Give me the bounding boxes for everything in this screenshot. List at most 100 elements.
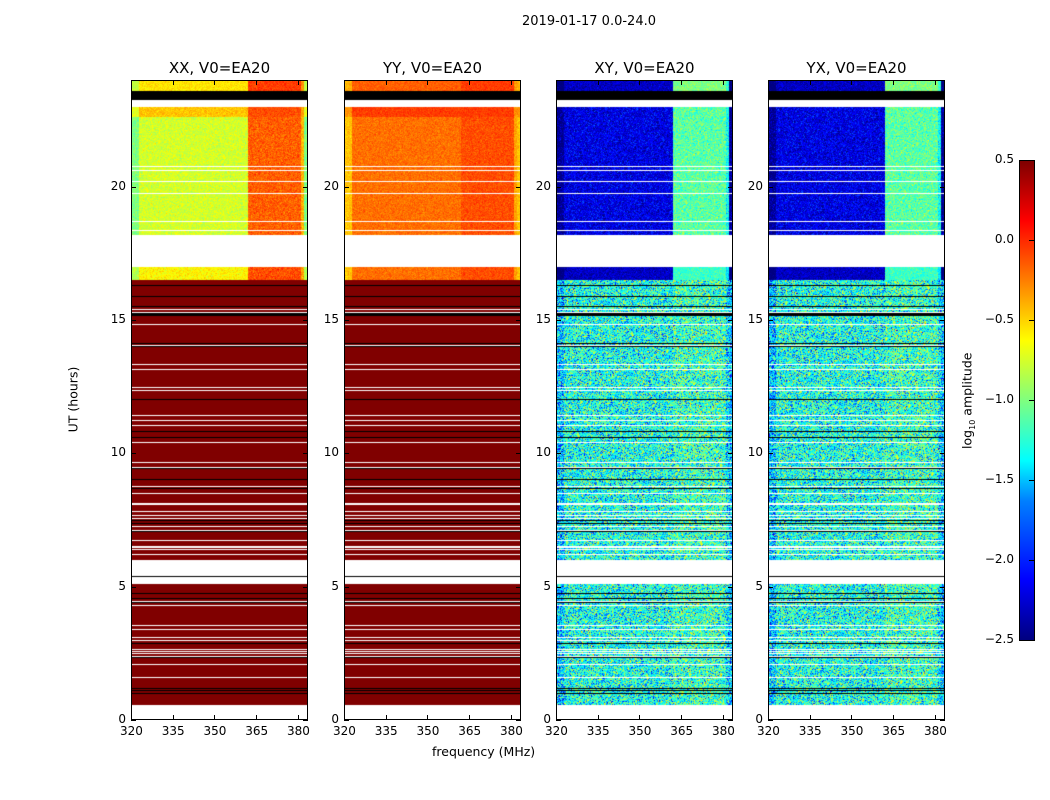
x-tick-label: 380 <box>286 724 310 738</box>
x-tick <box>256 715 258 720</box>
x-tick <box>851 715 853 720</box>
y-tick-label: 15 <box>747 312 763 326</box>
x-tick <box>556 715 557 720</box>
x-tick-label: 350 <box>628 724 652 738</box>
x-tick <box>469 715 471 720</box>
x-tick-label: 320 <box>757 724 780 738</box>
y-tick <box>131 320 136 321</box>
y-tick <box>516 320 521 321</box>
y-tick <box>940 186 945 188</box>
panel-title: XY, V0=EA20 <box>594 59 695 77</box>
heatmap-panel: 320 335 350 365 380 0 5 10 15 20 <box>536 80 735 738</box>
colorbar-tick-label: −2.5 <box>984 632 1014 646</box>
y-tick <box>303 320 308 321</box>
x-axis-label: frequency (MHz) <box>432 744 536 759</box>
panel-title: XX, V0=EA20 <box>168 59 271 77</box>
y-tick <box>940 586 945 588</box>
x-tick <box>597 715 599 720</box>
x-tick <box>214 715 216 720</box>
heatmap-image <box>131 80 308 720</box>
y-tick <box>556 720 561 721</box>
axes-frame <box>556 80 733 720</box>
x-tick <box>469 80 471 85</box>
figure-title: 2019-01-17 0.0-24.0 <box>522 14 656 29</box>
x-tick <box>851 80 853 85</box>
y-tick <box>131 186 136 188</box>
y-tick-label: 20 <box>535 178 551 193</box>
y-tick-label: 0 <box>543 712 551 726</box>
x-tick <box>768 715 769 720</box>
y-tick <box>303 453 308 455</box>
y-tick <box>303 186 308 188</box>
x-tick <box>297 715 299 720</box>
heatmap-image <box>344 80 521 720</box>
x-tick-label: 380 <box>711 724 735 738</box>
x-tick <box>344 715 345 720</box>
x-tick <box>722 80 724 85</box>
x-tick-label: 365 <box>882 724 906 738</box>
x-tick <box>722 715 724 720</box>
x-tick-label: 365 <box>670 724 694 738</box>
x-tick-label: 380 <box>499 724 523 738</box>
colorbar-tick-label: −1.0 <box>984 392 1014 406</box>
colorbar-tick-label: −2.0 <box>984 552 1014 566</box>
colorbar-tick <box>1029 160 1034 161</box>
x-tick-label: 320 <box>333 724 356 738</box>
x-tick-label: 365 <box>245 724 269 738</box>
y-tick <box>728 320 733 321</box>
y-tick <box>940 320 945 321</box>
x-tick <box>934 715 936 720</box>
x-tick <box>256 80 258 85</box>
y-tick <box>131 586 136 588</box>
x-tick <box>385 80 387 85</box>
x-tick <box>510 715 512 720</box>
colorbar-tick <box>1029 240 1034 241</box>
axes-frame <box>344 80 521 720</box>
y-tick <box>768 186 773 188</box>
x-tick-label: 335 <box>374 724 398 738</box>
axes-frame <box>768 80 945 720</box>
y-tick <box>303 720 308 721</box>
x-tick <box>172 715 174 720</box>
panel-title: YY, V0=EA20 <box>382 59 483 77</box>
heatmap-image <box>556 80 733 720</box>
y-tick <box>768 453 773 455</box>
x-tick <box>809 80 811 85</box>
y-axis-label: UT (hours) <box>65 366 81 433</box>
colorbar-tick-label: 0.0 <box>994 232 1014 246</box>
y-tick-label: 5 <box>543 578 551 593</box>
y-tick-label: 5 <box>118 578 126 593</box>
heatmap-image <box>768 80 945 720</box>
y-tick <box>768 320 773 321</box>
y-tick-label: 15 <box>323 312 339 326</box>
x-tick <box>131 80 132 85</box>
y-tick <box>303 586 308 588</box>
x-tick <box>681 80 683 85</box>
y-tick-label: 10 <box>535 445 551 460</box>
colorbar-tick <box>1029 320 1034 321</box>
y-tick <box>131 453 136 455</box>
y-tick-label: 10 <box>323 445 339 460</box>
x-tick-label: 365 <box>458 724 482 738</box>
x-tick-label: 350 <box>203 724 227 738</box>
y-tick <box>516 453 521 455</box>
y-tick-label: 15 <box>535 312 551 326</box>
panel-title: YX, V0=EA20 <box>806 59 907 77</box>
x-tick <box>214 80 216 85</box>
x-tick-label: 335 <box>586 724 610 738</box>
colorbar-tick-label: −0.5 <box>984 312 1014 326</box>
heatmap-panel: 320 335 350 365 380 0 5 10 15 20 <box>748 80 947 738</box>
axes-frame <box>131 80 308 720</box>
y-tick <box>556 586 561 588</box>
x-tick <box>385 715 387 720</box>
y-tick <box>556 186 561 188</box>
heatmap-panel: 320 335 350 365 380 0 5 10 15 20 <box>324 80 523 738</box>
x-tick-label: 380 <box>923 724 947 738</box>
colorbar-tick <box>1029 400 1034 401</box>
y-tick-label: 5 <box>331 578 339 593</box>
y-tick-label: 10 <box>747 445 763 460</box>
x-tick <box>639 80 641 85</box>
x-tick <box>639 715 641 720</box>
x-tick-label: 350 <box>416 724 440 738</box>
